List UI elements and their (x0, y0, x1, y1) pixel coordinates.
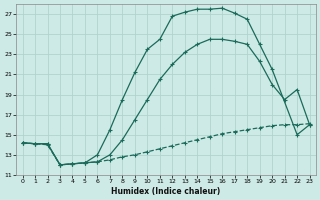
X-axis label: Humidex (Indice chaleur): Humidex (Indice chaleur) (111, 187, 221, 196)
